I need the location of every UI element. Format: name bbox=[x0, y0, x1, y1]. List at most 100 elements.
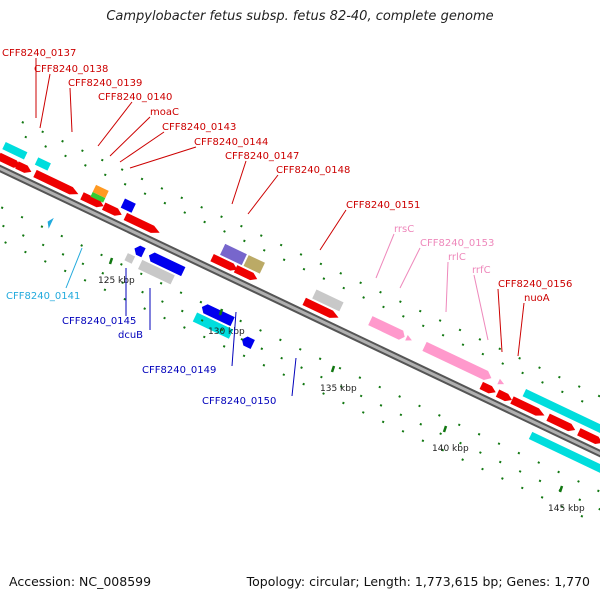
gc-tick bbox=[4, 241, 7, 244]
gene-arrow bbox=[479, 381, 496, 394]
gc-tick bbox=[123, 182, 127, 186]
gc-tick bbox=[203, 220, 206, 224]
gene-label: CFF8240_0140 bbox=[98, 92, 172, 103]
scale-tick-label: 135 kbp bbox=[320, 384, 357, 394]
gc-tick bbox=[520, 486, 524, 490]
callout-lines bbox=[35, 58, 525, 397]
gene-label: CFF8240_0141 bbox=[6, 291, 80, 302]
gc-tick bbox=[418, 309, 422, 313]
gc-tick bbox=[521, 371, 524, 375]
gene-arrow bbox=[577, 428, 600, 444]
gene-box bbox=[405, 335, 412, 341]
gene-box bbox=[138, 259, 175, 285]
gc-tick bbox=[320, 375, 323, 379]
gc-tick bbox=[183, 326, 186, 329]
gene-box bbox=[192, 312, 234, 339]
gc-tick bbox=[461, 458, 464, 461]
gc-tick bbox=[243, 239, 246, 243]
callout-line bbox=[231, 160, 247, 205]
callout-line bbox=[497, 288, 503, 353]
gc-tick bbox=[459, 441, 462, 445]
gene-box bbox=[47, 217, 54, 229]
scale-tick-label: 145 kbp bbox=[548, 504, 585, 514]
gene-box bbox=[243, 255, 265, 274]
gc-tick bbox=[577, 385, 581, 388]
gc-tick bbox=[578, 498, 582, 502]
gc-tick bbox=[242, 354, 246, 358]
scale-tick bbox=[330, 365, 336, 373]
gene-arrow bbox=[510, 396, 545, 416]
gc-tick bbox=[518, 356, 521, 360]
gene-box bbox=[148, 252, 186, 277]
gc-tick bbox=[339, 385, 343, 388]
gc-tick bbox=[80, 244, 83, 247]
gc-tick bbox=[597, 489, 600, 493]
gene-box bbox=[2, 141, 28, 160]
gene-label: CFF8240_0148 bbox=[276, 165, 350, 176]
gc-tick bbox=[438, 319, 442, 322]
gene-box bbox=[312, 289, 344, 312]
gene-label: CFF8240_0153 bbox=[420, 238, 494, 249]
gc-tick bbox=[418, 404, 421, 408]
callout-line bbox=[129, 146, 197, 169]
gc-tick bbox=[518, 470, 522, 473]
gene-box bbox=[92, 184, 109, 199]
gc-tick bbox=[140, 177, 144, 181]
gene-arrow bbox=[80, 192, 104, 208]
gene-arrow bbox=[0, 152, 21, 168]
gc-tick bbox=[120, 263, 123, 266]
callout-line bbox=[119, 131, 165, 163]
gc-tick bbox=[378, 385, 382, 389]
gc-tick bbox=[457, 423, 461, 427]
gene-arrow bbox=[33, 169, 79, 195]
gc-tick bbox=[279, 338, 282, 342]
gc-tick bbox=[163, 316, 166, 320]
gc-tick bbox=[439, 432, 442, 436]
gc-tick bbox=[61, 253, 65, 256]
gene-box bbox=[124, 253, 136, 264]
gc-tick bbox=[103, 173, 107, 177]
gene-arrow bbox=[123, 212, 160, 233]
gene-label: rrsC bbox=[394, 224, 414, 235]
gene-box bbox=[241, 336, 255, 349]
gc-tick bbox=[298, 347, 302, 351]
gc-tick bbox=[44, 145, 47, 148]
gc-tick bbox=[399, 413, 403, 417]
gc-tick bbox=[481, 467, 484, 471]
scale-tick-label: 125 kbp bbox=[98, 276, 135, 286]
callout-line bbox=[375, 233, 395, 279]
callout-line bbox=[97, 101, 133, 147]
gc-tick bbox=[240, 224, 243, 228]
gc-tick bbox=[41, 243, 45, 247]
gc-tick bbox=[81, 262, 85, 266]
gc-tick bbox=[302, 267, 306, 271]
callout-line bbox=[319, 209, 347, 251]
gc-tick bbox=[100, 253, 103, 257]
scale-tick-label: 130 kbp bbox=[208, 327, 245, 337]
scale-tick bbox=[218, 308, 224, 316]
accession-text: Accession: NC_008599 bbox=[9, 574, 152, 589]
gc-tick bbox=[0, 206, 4, 210]
scale-ticks: 125 kbp 130 kbp 135 kbp 140 kbp 145 kbp bbox=[98, 257, 585, 514]
gene-label: rrfC bbox=[472, 265, 491, 276]
gc-tick bbox=[282, 373, 286, 377]
gc-tick bbox=[498, 347, 502, 351]
gc-tick bbox=[478, 338, 482, 341]
gc-tick bbox=[302, 382, 305, 386]
gene-box bbox=[220, 243, 247, 266]
gc-tick bbox=[498, 460, 502, 464]
gc-tick bbox=[64, 154, 67, 158]
gene-label: nuoA bbox=[524, 293, 550, 304]
backbone bbox=[0, 164, 600, 458]
gc-tick bbox=[81, 149, 84, 153]
gene-arrow bbox=[546, 413, 576, 432]
gc-tick bbox=[120, 168, 124, 171]
gc-tick bbox=[379, 290, 382, 294]
gc-tick bbox=[361, 411, 365, 414]
gc-tick bbox=[538, 479, 542, 483]
gc-tick bbox=[497, 442, 501, 446]
gene-labels: CFF8240_0137 CFF8240_0138 CFF8240_0139 CFF8… bbox=[2, 48, 572, 407]
gene-label: CFF8240_0139 bbox=[68, 78, 142, 89]
gc-tick bbox=[401, 429, 405, 433]
